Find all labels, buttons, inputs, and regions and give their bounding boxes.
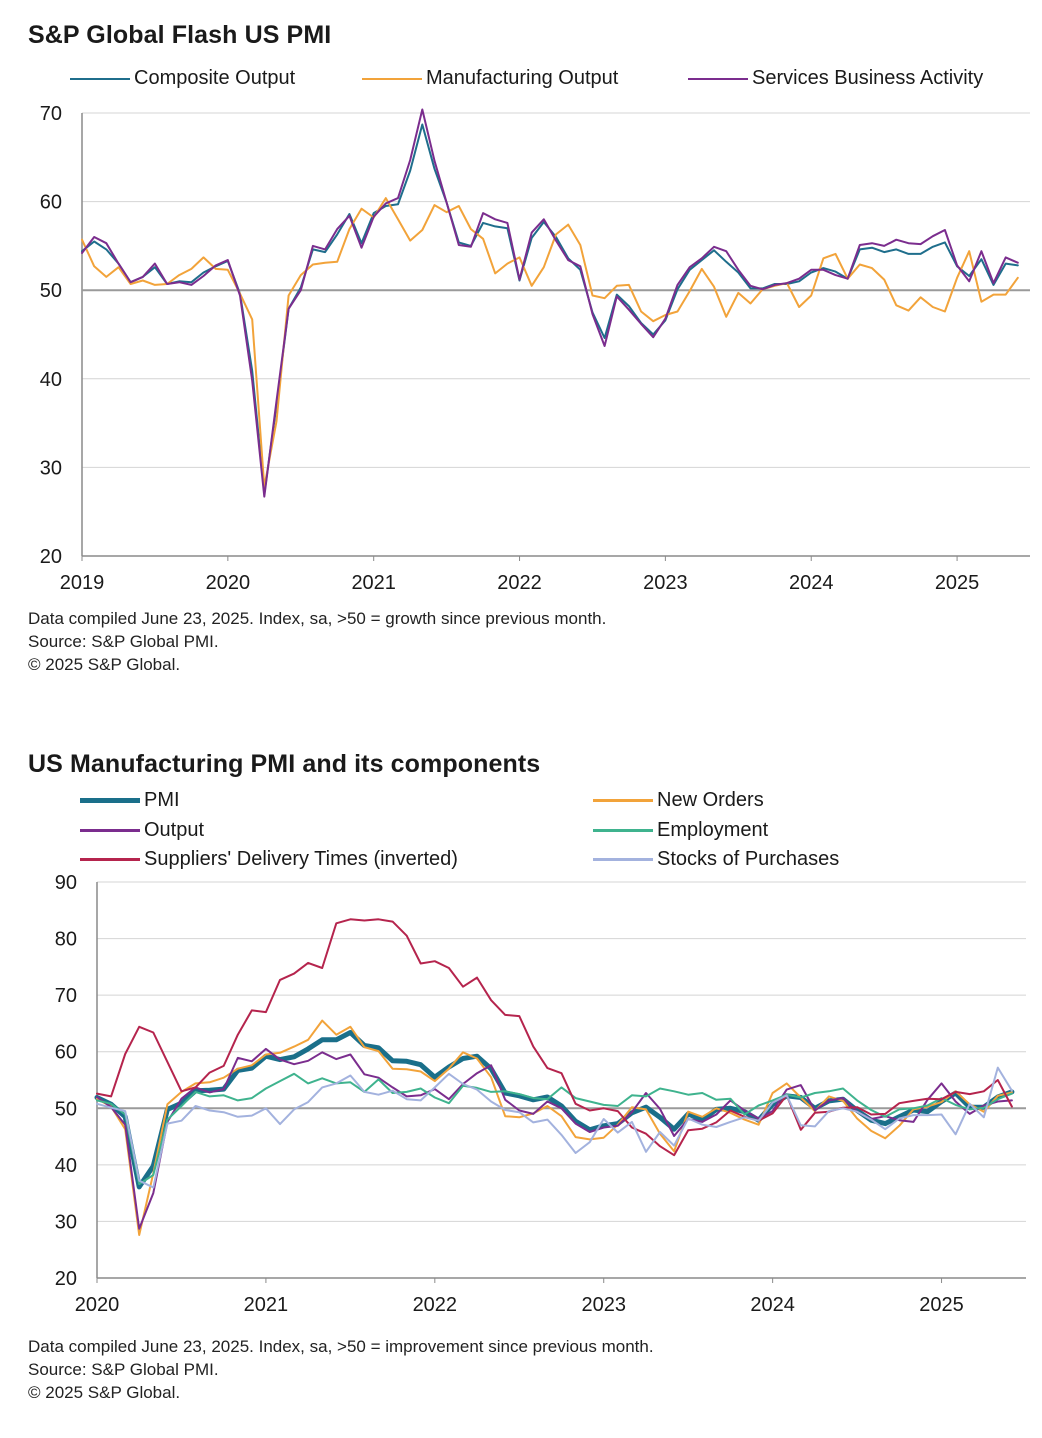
legend-item-new-orders: New Orders — [593, 789, 764, 812]
legend-label: Output — [144, 819, 205, 841]
note-line: Source: S&P Global PMI. — [28, 1360, 219, 1379]
x-tick-label: 2024 — [750, 1294, 795, 1316]
x-tick-label: 2022 — [413, 1294, 458, 1316]
x-tick-label: 2021 — [244, 1294, 289, 1316]
series-line-stocks-of-purchases — [96, 1066, 1013, 1189]
y-tick-label: 60 — [40, 192, 62, 214]
y-tick-label: 40 — [55, 1155, 77, 1177]
legend-label: Services Business Activity — [752, 67, 984, 89]
legend-swatch — [688, 77, 748, 80]
x-tick-label: 2023 — [581, 1294, 626, 1316]
legend-swatch — [593, 829, 653, 832]
legend-swatch — [80, 798, 140, 803]
legend-item-employment: Employment — [593, 819, 768, 842]
chart-title: S&P Global Flash US PMI — [28, 21, 332, 49]
x-tick-label: 2022 — [497, 572, 542, 594]
legend-label: Stocks of Purchases — [657, 848, 840, 870]
series-line-services-business-activity — [81, 108, 1019, 498]
y-tick-label: 30 — [55, 1211, 77, 1233]
x-tick-label: 2021 — [351, 572, 396, 594]
x-tick-label: 2019 — [60, 572, 105, 594]
y-tick-label: 40 — [40, 369, 62, 391]
note-line: © 2025 S&P Global. — [28, 1383, 181, 1402]
series-line-new-orders — [96, 1019, 1013, 1236]
legend-item-suppliers-delivery-times: Suppliers' Delivery Times (inverted) — [80, 848, 458, 871]
legend-label: Manufacturing Output — [426, 67, 619, 89]
legend-swatch — [593, 799, 653, 802]
chart-title: US Manufacturing PMI and its components — [28, 750, 541, 778]
chart-manufacturing-pmi-components: US Manufacturing PMI and its components … — [0, 735, 1042, 1438]
legend-label: Composite Output — [134, 67, 296, 89]
legend-swatch — [593, 858, 653, 861]
legend-label: PMI — [144, 789, 180, 811]
chart-flash-us-pmi: S&P Global Flash US PMI Composite Output… — [0, 0, 1042, 700]
legend-item-composite-output: Composite Output — [70, 67, 295, 90]
legend-item-output: Output — [80, 819, 204, 842]
chart-notes: Data compiled June 23, 2025. Index, sa, … — [28, 607, 606, 676]
legend-item-stocks-of-purchases: Stocks of Purchases — [593, 848, 839, 871]
y-tick-label: 80 — [55, 929, 77, 951]
x-tick-label: 2023 — [643, 572, 688, 594]
x-tick-label: 2025 — [935, 572, 980, 594]
series-line-pmi — [94, 1030, 1015, 1190]
legend-swatch — [80, 858, 140, 861]
y-tick-label: 50 — [40, 280, 62, 302]
x-tick-label: 2025 — [919, 1294, 964, 1316]
legend-item-pmi: PMI — [80, 789, 180, 812]
series-line-composite-output — [81, 123, 1019, 495]
legend-swatch — [362, 77, 422, 80]
series-line-employment — [96, 1072, 1013, 1186]
series-line-suppliers-delivery-times-inverted — [96, 918, 1013, 1157]
x-tick-label: 2024 — [789, 572, 834, 594]
legend-item-manufacturing-output: Manufacturing Output — [362, 67, 618, 90]
y-tick-label: 20 — [40, 546, 62, 568]
series-line-manufacturing-output — [81, 197, 1019, 488]
legend-swatch — [80, 829, 140, 832]
y-tick-label: 30 — [40, 457, 62, 479]
x-tick-label: 2020 — [75, 1294, 120, 1316]
legend-label: New Orders — [657, 789, 764, 811]
note-line: Source: S&P Global PMI. — [28, 632, 219, 651]
chart-notes: Data compiled June 23, 2025. Index, sa, … — [28, 1335, 654, 1404]
note-line: Data compiled June 23, 2025. Index, sa, … — [28, 609, 607, 628]
note-line: Data compiled June 23, 2025. Index, sa, … — [28, 1337, 654, 1356]
y-tick-label: 60 — [55, 1042, 77, 1064]
legend-swatch — [70, 77, 130, 80]
chart-plot-area: 70 60 50 40 30 20 2019 2020 2021 2022 2023 2024 2025 — [40, 103, 1030, 594]
legend-item-services-business-activity: Services Business Activity — [688, 67, 983, 90]
y-tick-label: 70 — [40, 103, 62, 125]
y-tick-label: 70 — [55, 985, 77, 1007]
legend-label: Suppliers' Delivery Times (inverted) — [144, 848, 458, 870]
y-tick-label: 50 — [55, 1098, 77, 1120]
note-line: © 2025 S&P Global. — [28, 655, 181, 674]
x-tick-label: 2020 — [206, 572, 251, 594]
y-tick-label: 90 — [55, 872, 77, 894]
legend-label: Employment — [657, 819, 769, 841]
y-tick-label: 20 — [55, 1268, 77, 1290]
